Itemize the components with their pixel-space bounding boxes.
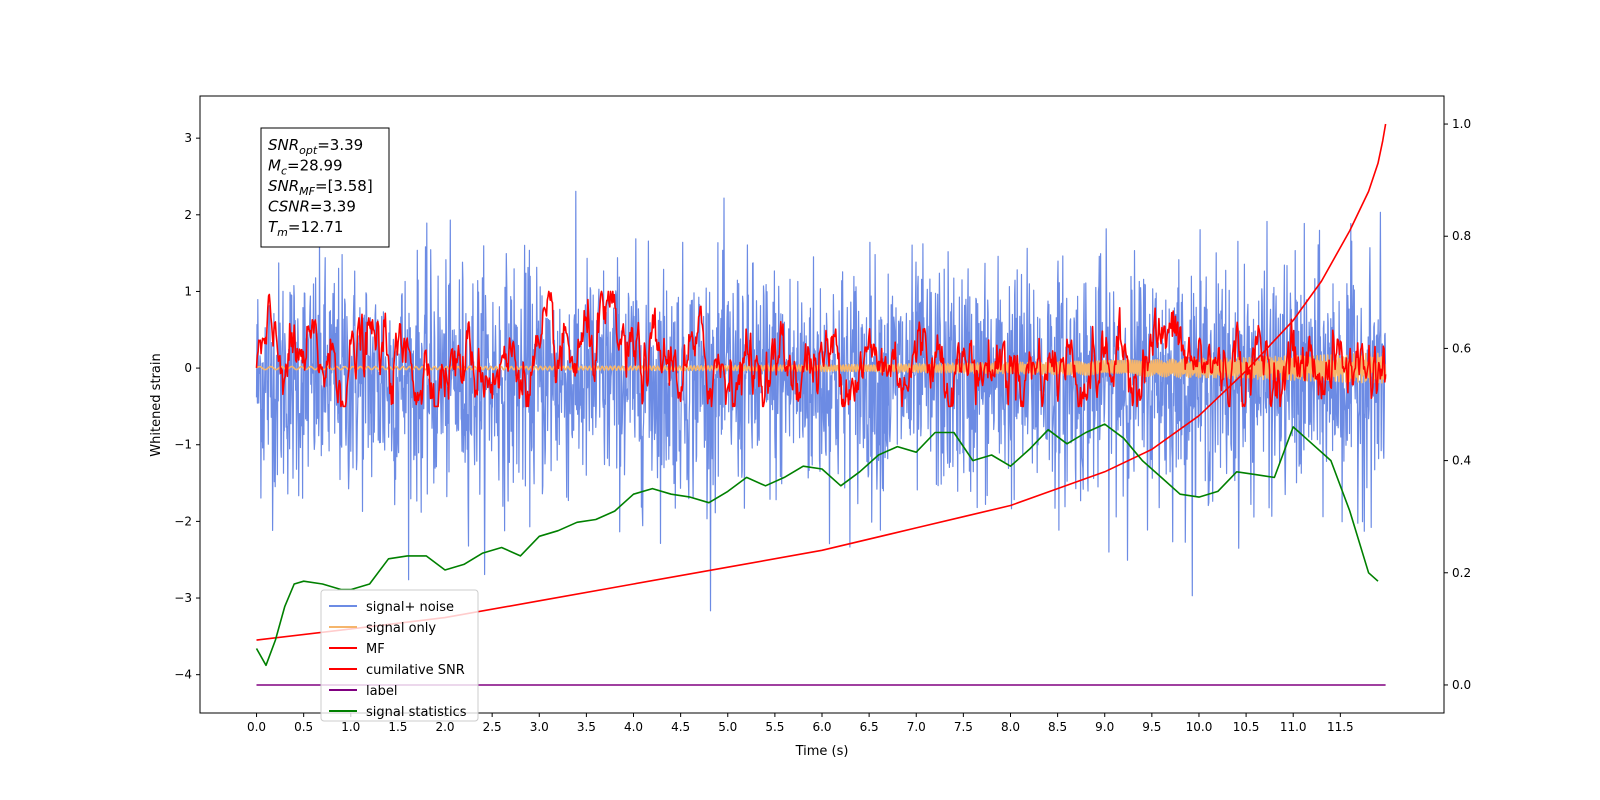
y2-tick-label: 0.6 (1452, 341, 1471, 355)
x-tick-label: 1.5 (388, 720, 407, 734)
y2-axis-ticks: 1.0 0.8 0.6 0.4 0.2 0.0 (1444, 117, 1471, 692)
legend-label: MF (366, 642, 385, 657)
annotation-line: Mc=28.99 (268, 157, 343, 178)
y2-tick-label: 0.8 (1452, 229, 1471, 243)
x-tick-label: 8.0 (1001, 720, 1020, 734)
x-tick-label: 7.5 (954, 720, 973, 734)
y2-tick-label: 0.2 (1452, 566, 1471, 580)
legend-label: cumilative SNR (366, 663, 465, 678)
series-signal-statistics (255, 423, 1379, 667)
x-tick-label: 11.5 (1327, 720, 1354, 734)
legend-label: signal+ noise (366, 600, 454, 615)
x-tick-label: 9.0 (1095, 720, 1114, 734)
x-tick-label: 6.0 (812, 720, 831, 734)
annotation-line: SNRopt=3.39 (268, 136, 363, 157)
y-axis-ticks: 3 2 1 0 −1 −2 −3 −4 (174, 131, 200, 682)
series-mf (255, 290, 1387, 408)
plot-series (255, 123, 1387, 686)
x-tick-label: 9.5 (1142, 720, 1161, 734)
y-tick-label: 3 (184, 131, 192, 145)
x-tick-label: 5.0 (718, 720, 737, 734)
annotation-line: Tm=12.71 (268, 218, 343, 239)
x-tick-label: 4.5 (671, 720, 690, 734)
legend-label: label (366, 684, 397, 699)
stats-annotation-box: SNRopt=3.39Mc=28.99SNRMF=[3.58]CSNR=3.39… (260, 127, 390, 248)
x-axis-ticks: 0.0 0.5 1.0 1.5 2.0 2.5 3.0 3.5 4.0 4.5 5.0 5.5 6.0 6… (247, 713, 1354, 734)
x-tick-label: 6.5 (860, 720, 879, 734)
x-tick-label: 7.0 (907, 720, 926, 734)
legend-label: signal only (366, 621, 436, 636)
x-tick-label: 10.5 (1233, 720, 1260, 734)
legend-label: signal statistics (366, 705, 467, 720)
x-tick-label: 0.5 (294, 720, 313, 734)
y-tick-label: 1 (184, 284, 192, 298)
y2-tick-label: 0.4 (1452, 454, 1471, 468)
legend: signal+ noise signal only MF cumilative SNR… (320, 589, 479, 722)
x-tick-label: 2.5 (483, 720, 502, 734)
x-tick-label: 8.5 (1048, 720, 1067, 734)
y-tick-label: −1 (174, 438, 192, 452)
y2-tick-label: 0.0 (1452, 678, 1471, 692)
y-axis-label: Whitened strain (149, 353, 164, 456)
y-tick-label: −3 (174, 591, 192, 605)
series-signal-noise (255, 190, 1387, 612)
x-tick-label: 11.0 (1280, 720, 1307, 734)
x-tick-label: 4.0 (624, 720, 643, 734)
x-tick-label: 10.0 (1186, 720, 1213, 734)
x-tick-label: 5.5 (765, 720, 784, 734)
x-tick-label: 3.0 (530, 720, 549, 734)
annotation-line: CSNR=3.39 (268, 198, 356, 216)
y-tick-label: −2 (174, 514, 192, 528)
series-cumilative-snr (256, 123, 1387, 641)
x-tick-label: 1.0 (341, 720, 360, 734)
x-tick-label: 0.0 (247, 720, 266, 734)
y-tick-label: −4 (174, 668, 192, 682)
y-tick-label: 2 (184, 208, 192, 222)
annotation-line: SNRMF=[3.58] (268, 177, 373, 198)
x-tick-label: 3.5 (577, 720, 596, 734)
x-axis-label: Time (s) (795, 744, 849, 759)
x-tick-label: 2.0 (435, 720, 454, 734)
y2-tick-label: 1.0 (1452, 117, 1471, 131)
y-tick-label: 0 (184, 361, 192, 375)
